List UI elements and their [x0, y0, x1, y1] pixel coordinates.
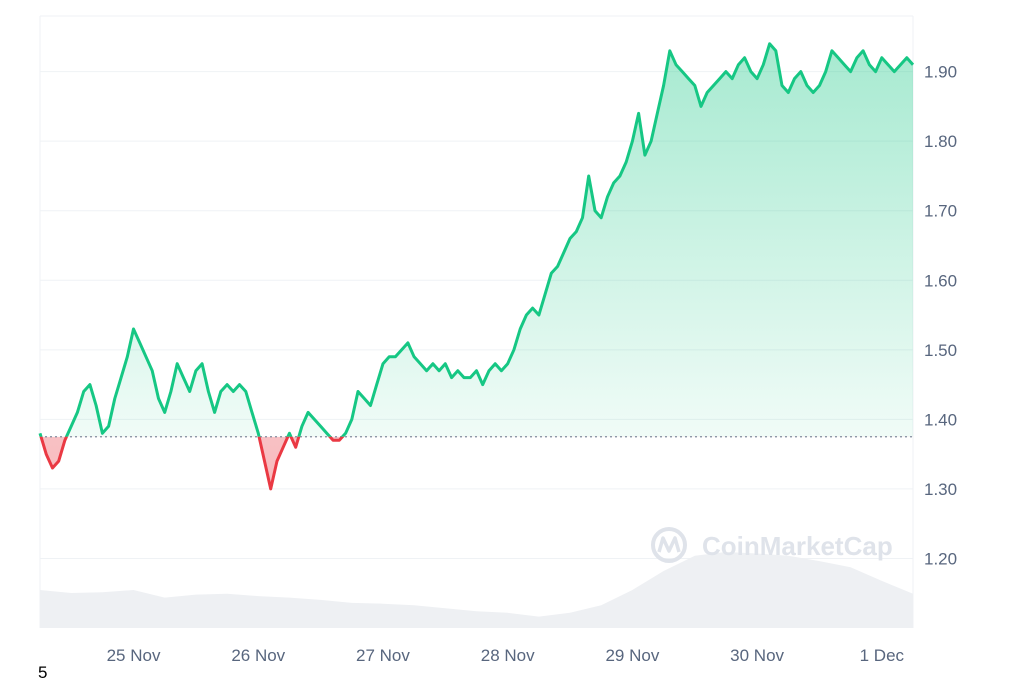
watermark-text: CoinMarketCap [702, 531, 893, 561]
y-tick-label: 1.20 [924, 549, 957, 568]
footnote: 5 [38, 663, 48, 682]
y-tick-label: 1.30 [924, 480, 957, 499]
y-tick-label: 1.80 [924, 132, 957, 151]
x-axis: 25 Nov 26 Nov 27 Nov 28 Nov 29 Nov 30 Nov 1 De… [107, 646, 905, 665]
y-tick-label: 1.40 [924, 410, 957, 429]
x-tick-label: 28 Nov [481, 646, 535, 665]
y-tick-label: 1.90 [924, 63, 957, 82]
x-tick-label: 26 Nov [231, 646, 285, 665]
coinmarketcap-logo-icon [651, 527, 687, 563]
y-axis: 1.90 1.80 1.70 1.60 1.50 1.40 1.30 1.20 [924, 63, 957, 569]
x-tick-label: 1 Dec [860, 646, 905, 665]
x-tick-label: 27 Nov [356, 646, 410, 665]
x-tick-label: 29 Nov [605, 646, 659, 665]
watermark: CoinMarketCap [651, 527, 893, 563]
x-tick-label: 25 Nov [107, 646, 161, 665]
area-fill-above-baseline [40, 43, 913, 437]
y-tick-label: 1.50 [924, 341, 957, 360]
x-tick-label: 30 Nov [730, 646, 784, 665]
y-tick-label: 1.60 [924, 271, 957, 290]
y-tick-label: 1.70 [924, 202, 957, 221]
price-line-above-baseline [38, 42, 915, 437]
volume-area [40, 552, 913, 628]
